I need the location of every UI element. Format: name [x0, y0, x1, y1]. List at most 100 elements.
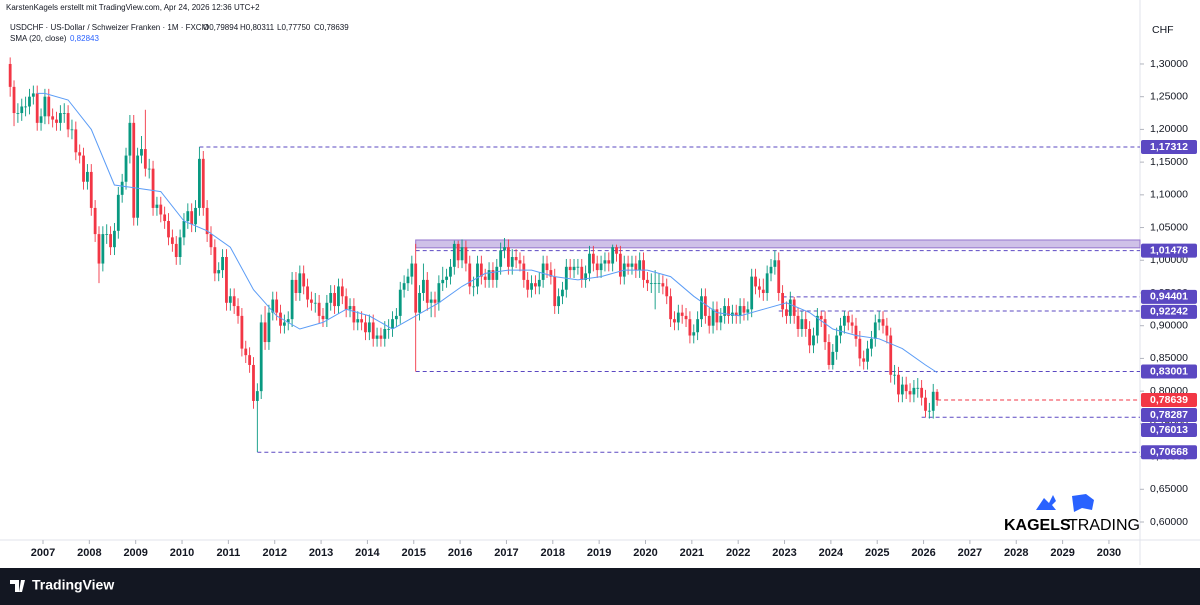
candle-body [360, 319, 364, 323]
candle-body [924, 397, 927, 411]
candle-body [116, 194, 120, 231]
x-tick-label: 2029 [1050, 547, 1074, 559]
x-tick-label: 2026 [911, 547, 935, 559]
candle-body [182, 221, 186, 238]
candle-body [356, 319, 360, 323]
candle-body [113, 230, 116, 248]
candle-body [387, 328, 391, 330]
candle-body [225, 257, 228, 303]
candle-body [746, 309, 750, 313]
x-tick-label: 2023 [772, 547, 796, 559]
candle-body [561, 289, 564, 297]
candle-body [429, 299, 433, 303]
candle-body [340, 286, 344, 297]
y-tick-label: 0,85000 [1150, 352, 1188, 364]
level-label: 0,76013 [1141, 423, 1197, 438]
candle-body [870, 338, 873, 349]
candle-body [692, 332, 696, 336]
candle-body [437, 283, 441, 303]
candle-body [696, 319, 700, 333]
candle-body [279, 312, 282, 326]
candle-body [812, 335, 815, 346]
x-tick-label: 2024 [819, 547, 844, 559]
candle-body [653, 283, 657, 284]
footer-logo-icon [10, 580, 25, 592]
candle-body [140, 149, 143, 156]
ohlc-low: L0,77750 [277, 23, 311, 32]
candle-body [487, 270, 491, 280]
candle-body [132, 122, 136, 218]
candle-body [846, 315, 850, 323]
candle-body [28, 96, 31, 107]
candle-body [317, 302, 321, 316]
candle-body [758, 286, 761, 290]
candle-body [646, 279, 649, 284]
y-tick-label: 0,60000 [1150, 516, 1188, 528]
candle-body [101, 234, 105, 264]
bear-icon [1072, 494, 1094, 512]
candle-body [765, 273, 769, 293]
x-tick-label: 2019 [587, 547, 611, 559]
candle-body [603, 260, 607, 264]
candle-body [445, 276, 448, 280]
candle-body [715, 309, 719, 323]
candle-body [394, 315, 398, 320]
candle-body [379, 335, 383, 339]
candle-body [541, 263, 545, 280]
candle-body [221, 257, 224, 271]
candle-body [194, 207, 197, 225]
x-tick-label: 2008 [77, 547, 101, 559]
candle-body [499, 250, 503, 267]
candle-body [476, 263, 479, 287]
candle-body [881, 319, 885, 326]
candle-body [730, 312, 734, 316]
level-label-text: 0,78287 [1150, 409, 1188, 421]
level-label-box [1141, 289, 1197, 304]
candle-body [607, 260, 611, 264]
candle-body [916, 387, 920, 389]
level-label-text: 0,70668 [1150, 446, 1188, 458]
candle-body [441, 279, 445, 284]
candle-body [920, 387, 924, 398]
candle-body [557, 296, 560, 307]
candle-body [754, 276, 757, 287]
candle-body [506, 247, 510, 267]
candle-body [391, 319, 394, 329]
x-tick-label: 2013 [309, 547, 333, 559]
level-label: 1,01478 [1141, 243, 1197, 258]
candle-body [418, 292, 421, 313]
candle-body [935, 391, 939, 401]
y-tick-label: 1,20000 [1150, 123, 1188, 135]
candle-body [178, 237, 182, 258]
candle-body [217, 270, 221, 274]
candle-body [460, 247, 464, 261]
y-tick-label: 1,10000 [1150, 189, 1188, 201]
credit: KarstenKagels erstellt mit TradingView.c… [6, 3, 260, 12]
candle-body [174, 243, 178, 258]
x-tick-label: 2020 [633, 547, 657, 559]
candle-body [298, 273, 302, 293]
candle-body [904, 384, 908, 392]
candle-body [839, 325, 842, 336]
candle-body [47, 96, 51, 117]
level-label: 0,70668 [1141, 445, 1197, 460]
candle-body [252, 364, 255, 401]
footer-logo[interactable]: TradingView [32, 577, 114, 593]
sma-line [37, 92, 938, 373]
candle-body [510, 257, 514, 267]
candle-body [526, 279, 530, 290]
candle-body [862, 358, 866, 362]
candle-body [773, 260, 777, 267]
candle-body [236, 306, 240, 316]
candle-body [313, 302, 317, 304]
candle-body [545, 263, 549, 271]
level-label-text: 1,17312 [1150, 141, 1188, 153]
candle-body [306, 286, 309, 300]
candle-body [325, 302, 329, 320]
candle-body [615, 247, 618, 254]
candle-body [700, 296, 703, 320]
x-tick-label: 2018 [541, 547, 565, 559]
candle-body [352, 306, 356, 323]
candle-body [889, 335, 893, 375]
